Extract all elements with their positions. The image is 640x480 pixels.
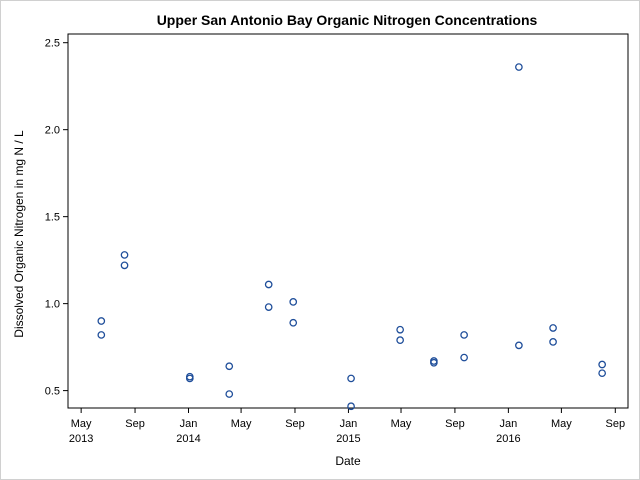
x-tick-label: Jan: [340, 418, 358, 430]
data-point: [264, 303, 273, 311]
data-point: [460, 353, 468, 362]
x-tick-label: May: [71, 418, 92, 430]
x-tick-label: Sep: [285, 418, 305, 430]
y-tick-label: 2.0: [45, 125, 60, 137]
y-tick-label: 1.0: [45, 299, 60, 311]
x-tick-label: Sep: [445, 418, 465, 430]
data-point: [225, 390, 234, 398]
x-tick-label: Jan: [500, 418, 518, 430]
x-tick-year-label: 2013: [69, 433, 93, 445]
x-tick-year-label: 2014: [176, 433, 200, 445]
data-point: [549, 338, 557, 346]
x-tick-year-label: 2015: [336, 433, 360, 445]
data-point: [120, 261, 129, 270]
x-tick-label: May: [231, 418, 252, 430]
y-tick-label: 0.5: [45, 386, 60, 398]
x-axis-label: Date: [335, 454, 361, 468]
data-point: [347, 402, 355, 411]
data-point: [396, 336, 404, 345]
data-point: [264, 280, 273, 289]
data-point: [396, 325, 404, 334]
x-axis: May 2013 Sep Jan 2014 May Sep Jan 2015 May Sep Jan 2…: [69, 408, 625, 445]
x-tick-label: Sep: [606, 418, 626, 430]
x-tick-label: May: [551, 418, 572, 430]
data-point: [430, 358, 438, 367]
data-point: [549, 324, 557, 332]
x-tick-year-label: 2016: [496, 433, 520, 445]
data-points: [97, 63, 606, 411]
data-point: [289, 298, 298, 306]
x-tick-label: Jan: [180, 418, 198, 430]
data-point: [225, 362, 234, 371]
data-point: [515, 63, 523, 71]
data-point: [460, 331, 468, 339]
plot-area-border: [67, 33, 629, 409]
y-tick-label: 1.5: [45, 212, 60, 224]
y-axis-label: Dissolved Organic Nitrogen in mg N / L: [12, 130, 26, 338]
data-point: [185, 374, 194, 383]
data-point: [598, 369, 606, 378]
chart-title: Upper San Antonio Bay Organic Nitrogen C…: [157, 12, 538, 28]
data-point: [598, 360, 606, 369]
data-point: [289, 318, 298, 327]
y-tick-label: 2.5: [45, 38, 60, 50]
data-point: [347, 374, 355, 383]
x-tick-label: May: [391, 418, 412, 430]
data-point: [515, 341, 523, 350]
data-point: [97, 317, 106, 325]
data-point: [120, 251, 129, 259]
x-tick-label: Sep: [125, 418, 145, 430]
y-axis: 0.5 1.0 1.5 2.0 2.5: [45, 38, 68, 398]
data-point: [97, 331, 106, 339]
